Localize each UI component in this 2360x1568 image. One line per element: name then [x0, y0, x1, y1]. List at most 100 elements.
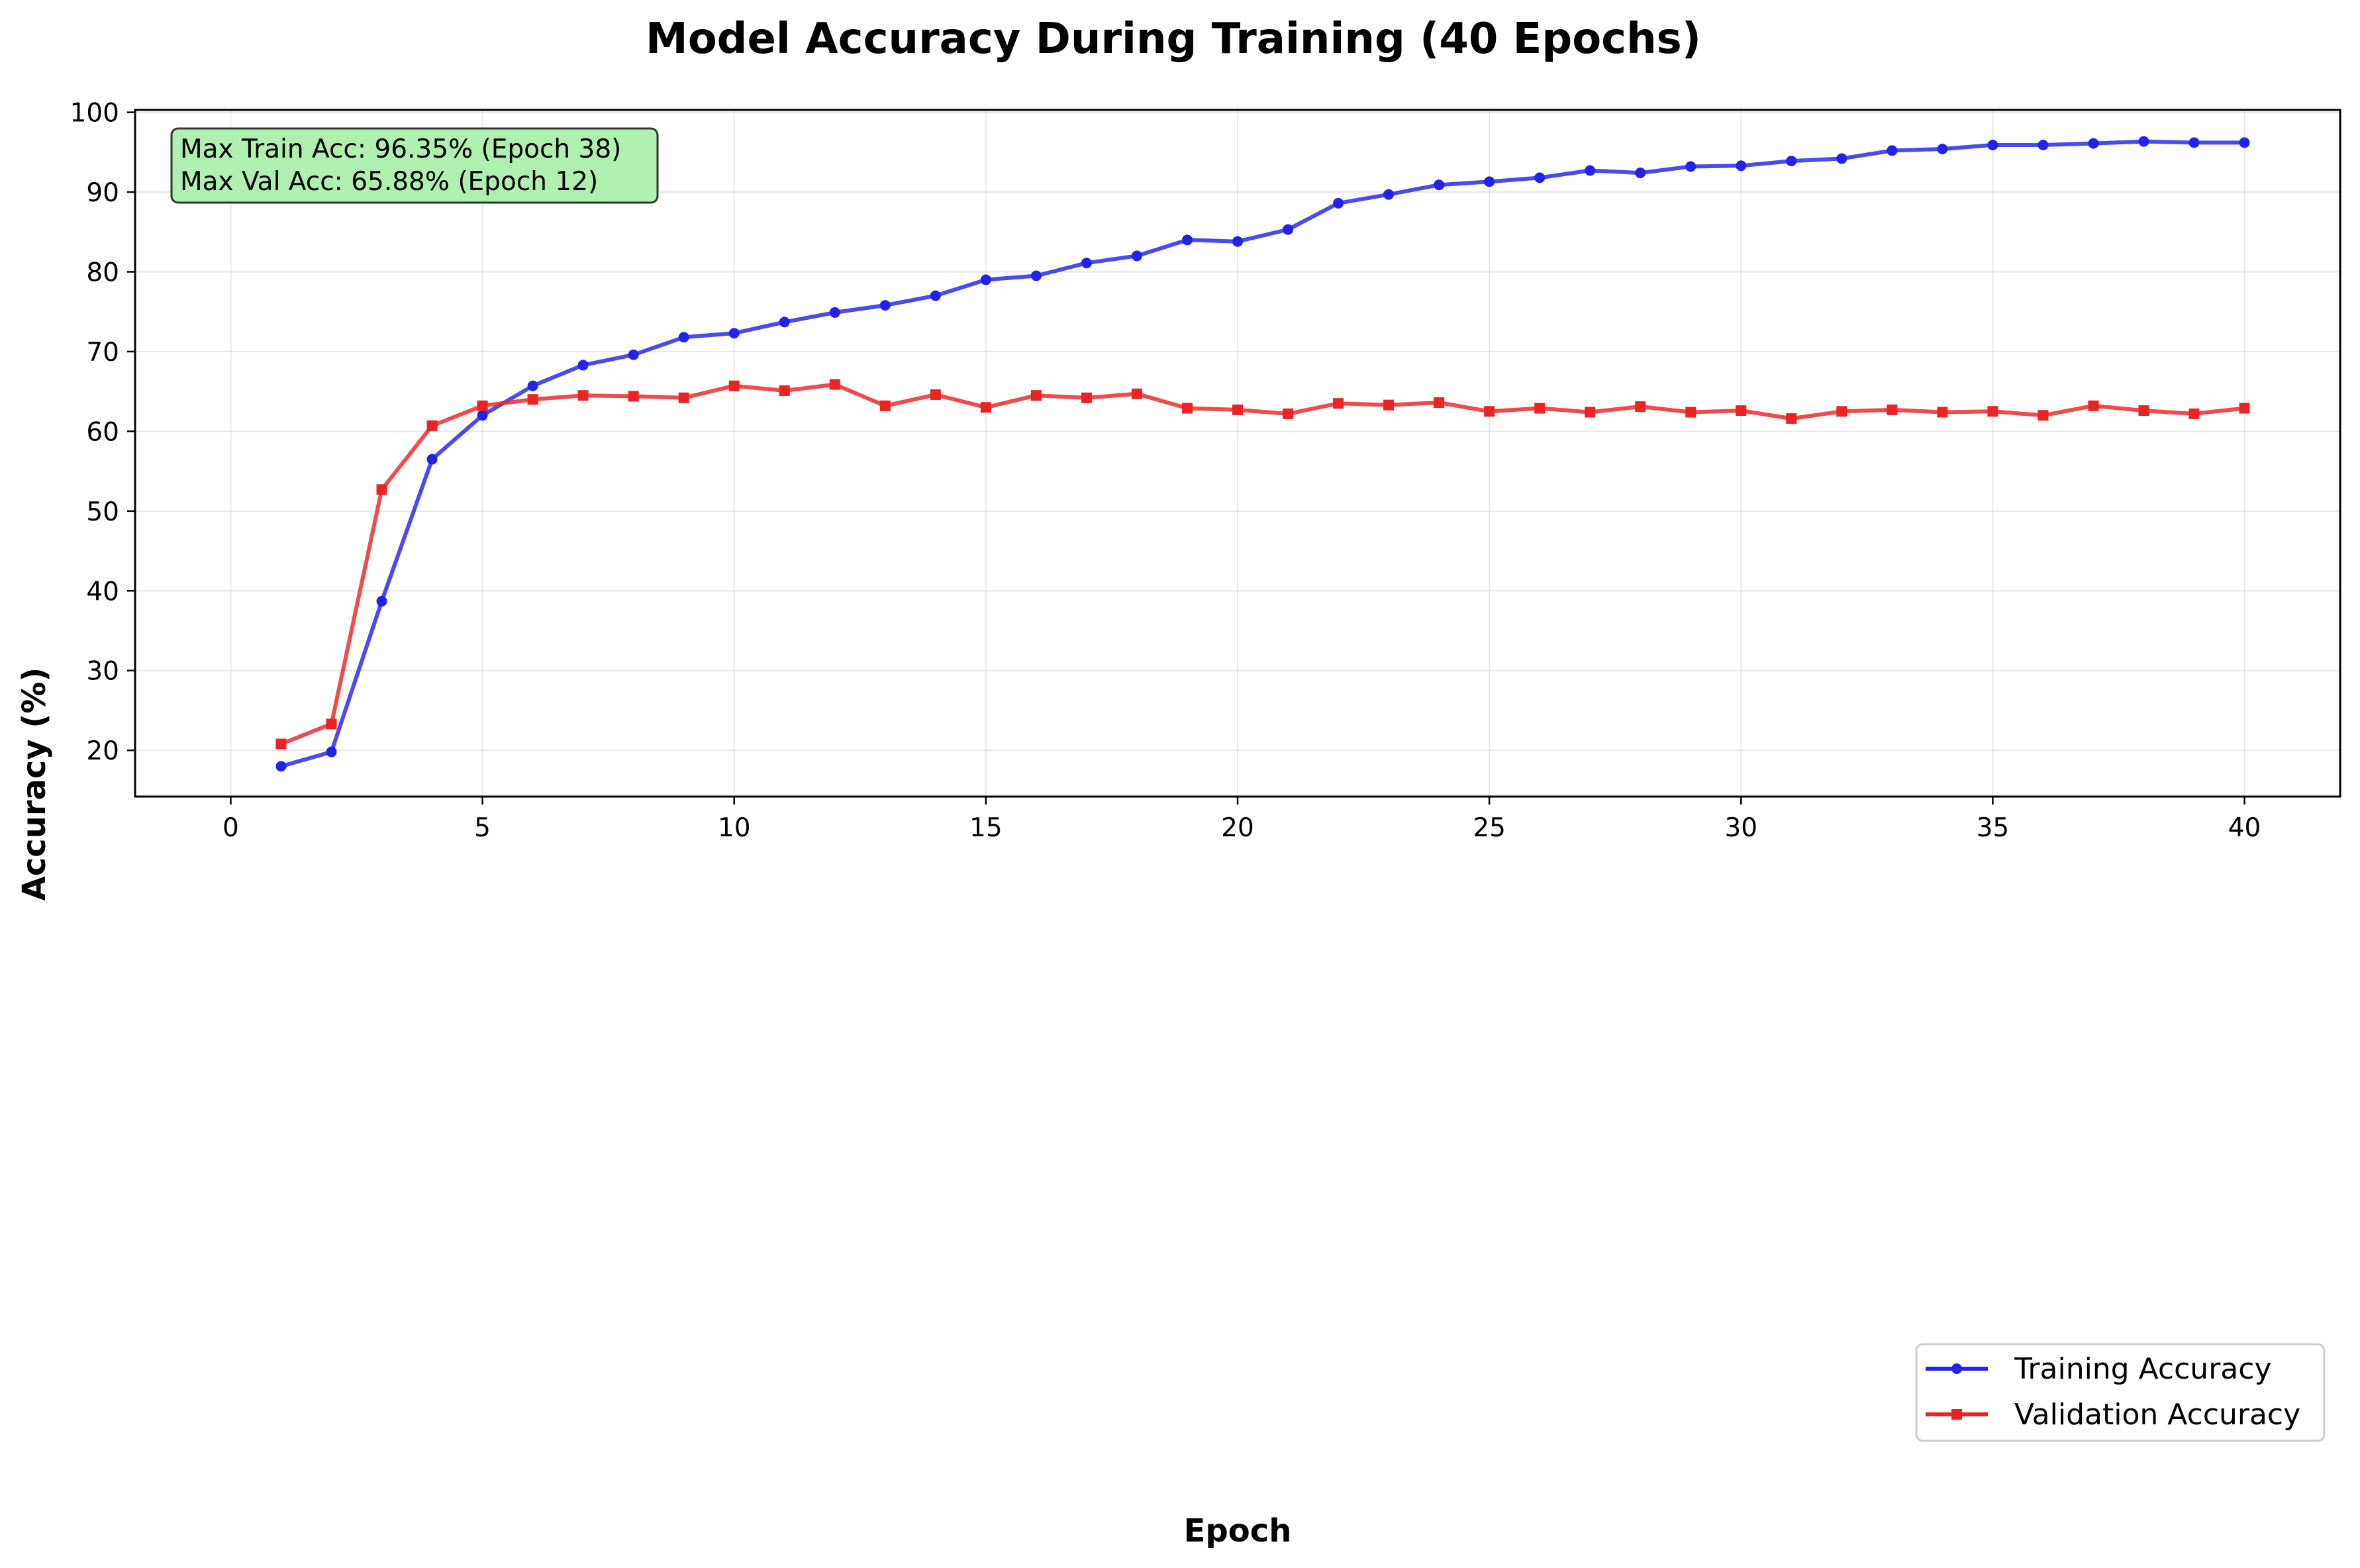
training-point — [980, 274, 991, 285]
y-tick-label: 40 — [86, 577, 119, 607]
x-tick-label: 0 — [222, 813, 239, 843]
validation-point — [628, 391, 639, 402]
training-point — [1534, 172, 1546, 183]
training-point — [1987, 139, 1998, 150]
annotation-line-train: Max Train Acc: 96.35% (Epoch 38) — [180, 134, 621, 164]
validation-point — [1987, 406, 1998, 417]
training-point — [2138, 136, 2149, 147]
validation-point — [2038, 410, 2049, 421]
validation-point — [1786, 413, 1797, 424]
training-point — [2038, 139, 2049, 150]
legend-marker-validation — [1951, 1409, 1962, 1420]
annotation-box — [170, 127, 659, 204]
y-tick-label: 50 — [86, 497, 119, 527]
validation-point — [1383, 399, 1395, 411]
y-tick-label: 20 — [86, 736, 119, 766]
validation-point — [1836, 406, 1847, 417]
x-axis-label: Epoch — [1184, 1512, 1292, 1549]
training-point — [326, 746, 337, 758]
validation-point — [326, 718, 337, 730]
y-tick-label: 90 — [86, 178, 119, 208]
training-point — [1887, 145, 1898, 156]
training-point — [1434, 179, 1445, 191]
training-point — [1786, 156, 1797, 167]
validation-point — [1887, 404, 1898, 415]
validation-point — [1030, 390, 1042, 401]
validation-point — [1232, 404, 1243, 415]
validation-point — [678, 392, 689, 403]
validation-point — [1333, 398, 1344, 409]
validation-point — [1937, 407, 1948, 418]
validation-point — [728, 380, 740, 391]
legend-label-validation: Validation Accuracy — [2014, 1398, 2300, 1432]
validation-point — [1685, 407, 1696, 418]
validation-point — [1736, 405, 1747, 416]
validation-accuracy-line — [280, 382, 2245, 746]
training-point — [477, 410, 488, 421]
training-point — [1585, 165, 1596, 176]
training-point — [1383, 189, 1395, 200]
training-point — [376, 595, 387, 607]
validation-point — [1434, 397, 1445, 409]
legend-entry-validation: Validation Accuracy — [1926, 1398, 2300, 1432]
x-tick-label: 20 — [1221, 813, 1254, 843]
legend-entry-training: Training Accuracy — [1926, 1352, 2271, 1386]
x-tick-label: 30 — [1724, 813, 1757, 843]
training-point — [577, 360, 589, 371]
validation-point — [930, 389, 941, 400]
y-tick-label: 30 — [86, 657, 119, 687]
legend-label-training: Training Accuracy — [2014, 1352, 2271, 1386]
legend-box — [1915, 1343, 2326, 1442]
validation-point — [1131, 388, 1142, 399]
training-point — [728, 328, 740, 339]
x-tick-label: 10 — [718, 813, 751, 843]
y-tick-label: 80 — [86, 258, 119, 287]
chart-title: Model Accuracy During Training (40 Epoch… — [646, 15, 1701, 64]
validation-point — [376, 484, 387, 495]
validation-point — [1081, 392, 1092, 403]
training-point — [1131, 250, 1142, 262]
validation-point — [980, 402, 991, 413]
training-point — [779, 317, 790, 328]
validation-point — [2239, 403, 2250, 414]
y-tick-label: 100 — [70, 99, 119, 128]
training-point — [829, 307, 840, 318]
x-tick-label: 25 — [1473, 813, 1506, 843]
x-tick-label: 5 — [474, 813, 491, 843]
validation-point — [577, 390, 589, 401]
training-point — [1030, 270, 1042, 281]
training-point — [1333, 197, 1344, 209]
training-point — [628, 349, 639, 360]
validation-point — [1484, 406, 1495, 417]
training-point — [2088, 138, 2099, 149]
training-point — [426, 454, 438, 465]
validation-point — [1635, 401, 1646, 413]
ticks: 0 5 10 15 20 25 30 35 40 20 30 40 50 60 70 80 90 100 — [70, 99, 2261, 843]
legend-marker-training — [1951, 1363, 1962, 1374]
validation-point — [829, 379, 840, 390]
y-tick-label: 70 — [86, 338, 119, 368]
grid — [135, 110, 2340, 797]
training-point — [1685, 161, 1696, 172]
validation-point — [1181, 403, 1193, 414]
validation-point — [527, 394, 538, 405]
training-point — [1635, 168, 1646, 179]
x-tick-label: 15 — [969, 813, 1003, 843]
training-point — [1484, 176, 1495, 187]
training-point — [2188, 137, 2200, 148]
legend: Training Accuracy Validation Accuracy — [1915, 1343, 2326, 1442]
validation-point — [879, 400, 891, 411]
training-point — [527, 380, 538, 391]
training-point — [1181, 234, 1193, 246]
validation-point — [2088, 400, 2099, 411]
x-tick-label: 35 — [1977, 813, 2010, 843]
validation-point — [779, 385, 790, 396]
validation-point — [426, 420, 438, 431]
training-point — [275, 761, 287, 772]
annotation-line-val: Max Val Acc: 65.88% (Epoch 12) — [180, 167, 598, 197]
training-point — [879, 300, 891, 311]
series — [275, 136, 2250, 772]
training-point — [1736, 160, 1747, 172]
training-point — [678, 332, 689, 343]
